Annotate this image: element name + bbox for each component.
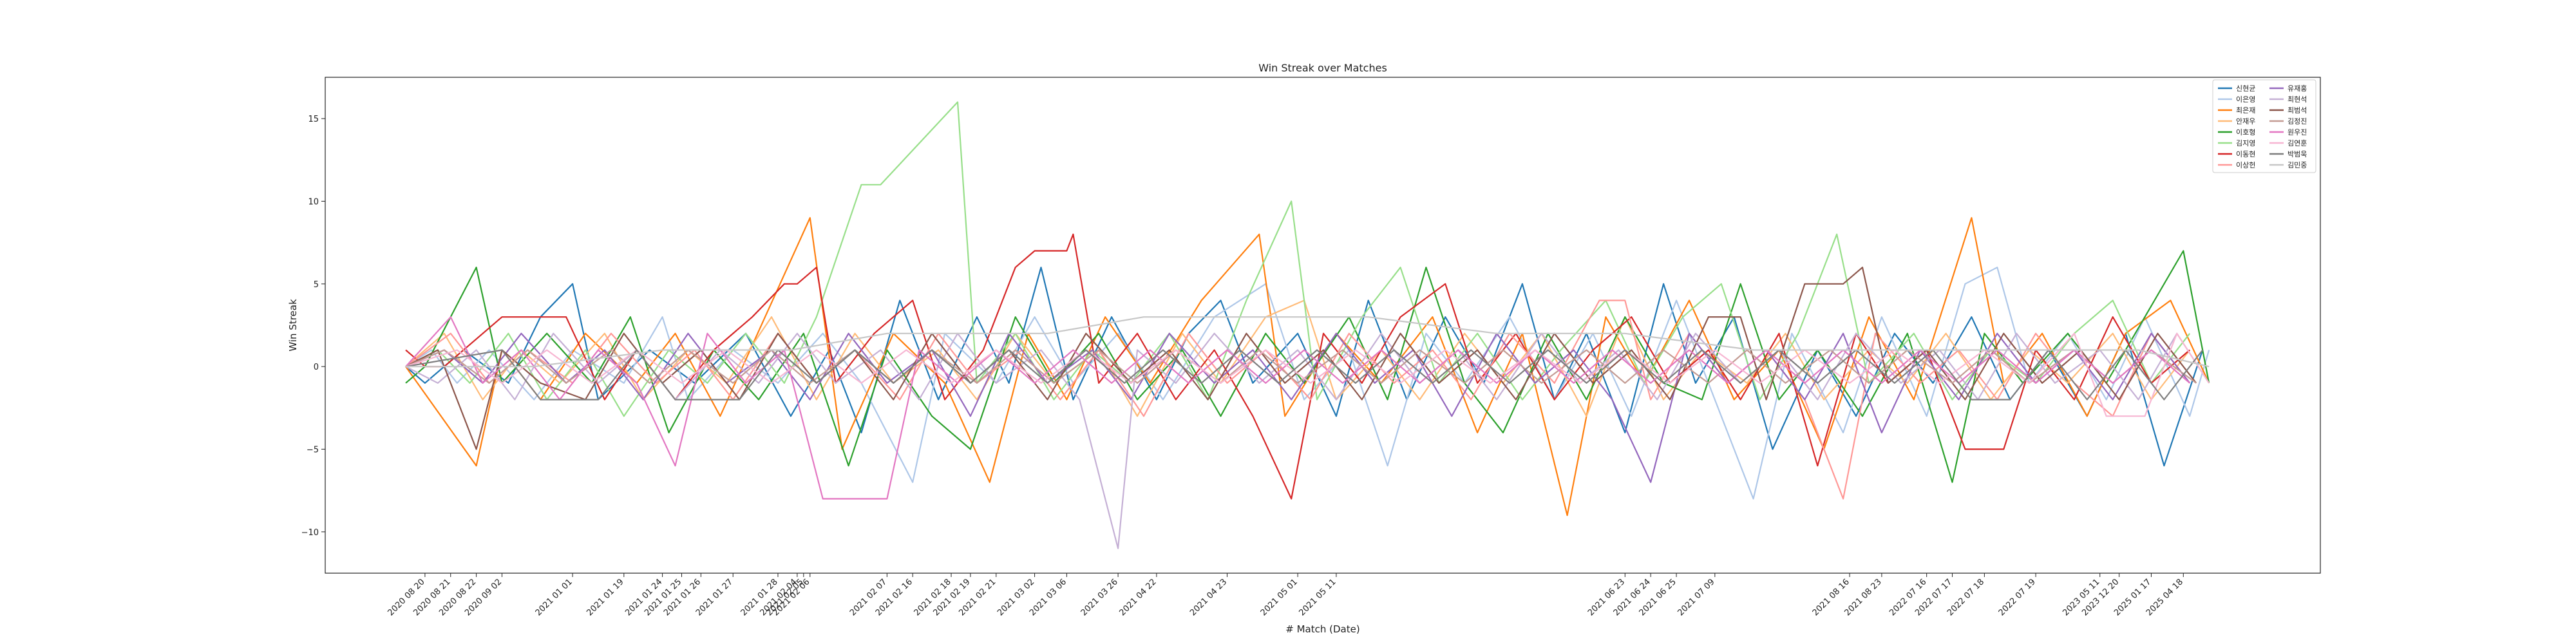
- x-tick-label: 2021 04 23: [1188, 577, 1229, 618]
- y-tick-label: 5: [314, 280, 319, 290]
- legend-entry: 원우진: [2287, 128, 2307, 137]
- x-tick-label: 2021 01 19: [585, 577, 625, 618]
- y-tick-label: 0: [314, 363, 319, 372]
- y-axis: −10 −5 0 5 10 15: [301, 115, 325, 538]
- series-line-14: [405, 332, 2210, 417]
- y-tick-label: −5: [307, 446, 319, 455]
- y-tick-label: 10: [308, 198, 319, 207]
- legend-entry: 이은영: [2236, 95, 2255, 104]
- legend-entry: 박범욱: [2287, 150, 2307, 158]
- plot-area: [325, 77, 2321, 574]
- legend-entry: 최현석: [2287, 95, 2307, 104]
- series-layer: [405, 101, 2210, 549]
- x-tick-label: 2022 07 19: [1997, 577, 2038, 618]
- y-axis-label: Win Streak: [287, 299, 299, 352]
- legend-entry: 김지영: [2236, 139, 2255, 147]
- x-tick-label: 2021 04 22: [1117, 577, 1158, 618]
- x-tick-label: 2021 01 01: [534, 577, 574, 618]
- series-line-15: [405, 349, 2204, 401]
- series-line-1: [405, 267, 2204, 467]
- legend-entry: 신현균: [2236, 84, 2255, 93]
- legend-box: [2212, 79, 2316, 173]
- series-line-12: [405, 349, 2197, 384]
- legend-entry: 김민중: [2287, 161, 2307, 169]
- legend-entry: 이상헌: [2236, 161, 2255, 169]
- x-tick-label: 2021 03 26: [1079, 577, 1120, 618]
- legend-entry: 김정진: [2287, 117, 2307, 126]
- y-tick-label: 15: [308, 115, 319, 124]
- x-tick-label: 2021 07 09: [1676, 577, 1716, 618]
- legend-entry: 최은재: [2236, 106, 2255, 115]
- series-line-5: [405, 250, 2210, 483]
- x-tick-label: 2021 05 01: [1259, 577, 1300, 618]
- x-axis-label: # Match (Date): [1285, 623, 1359, 635]
- series-line-7: [405, 233, 2190, 500]
- series-line-16: [406, 316, 2210, 368]
- legend-entry: 안재우: [2236, 117, 2255, 126]
- x-tick-label: 2021 05 11: [1297, 577, 1338, 618]
- legend-entry: 김연훈: [2287, 139, 2307, 147]
- legend-entry: 유재홍: [2287, 84, 2307, 93]
- legend-entry: 이동현: [2236, 150, 2255, 158]
- chart-title: Win Streak over Matches: [1258, 62, 1387, 74]
- legend-entry: 최범석: [2287, 106, 2307, 115]
- y-tick-label: −10: [301, 528, 319, 538]
- legend-entry: 이호형: [2236, 128, 2255, 137]
